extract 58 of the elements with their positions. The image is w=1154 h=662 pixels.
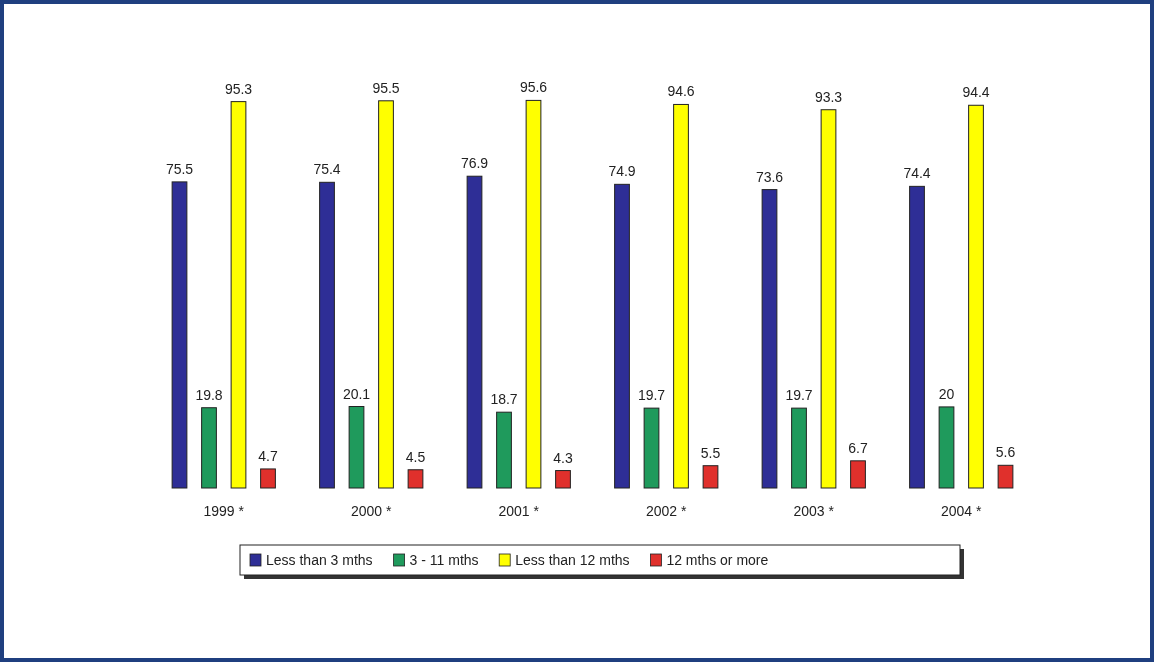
- data-label: 19.7: [785, 387, 813, 404]
- bar: [702, 465, 719, 489]
- bar: [673, 103, 689, 489]
- bar: [171, 181, 188, 489]
- data-label: 5.5: [700, 444, 721, 461]
- data-label: 75.5: [165, 160, 194, 177]
- data-label: 94.4: [962, 84, 990, 101]
- x-tick-label: 2002 *: [646, 503, 688, 519]
- bar: [496, 411, 512, 489]
- bar: [997, 464, 1014, 489]
- bar: [761, 189, 778, 489]
- data-label: 95.3: [224, 80, 253, 97]
- data-label: 4.5: [405, 448, 426, 465]
- x-tick-label: 1999 *: [203, 503, 245, 519]
- bar: [201, 407, 217, 489]
- bar: [525, 99, 542, 489]
- data-label: 73.6: [755, 168, 784, 185]
- bar: [820, 109, 837, 489]
- bar: [938, 406, 955, 489]
- bar: [407, 469, 424, 489]
- data-label: 20: [938, 385, 955, 402]
- bar: [850, 460, 866, 489]
- data-label: 4.3: [553, 449, 573, 466]
- data-label: 74.9: [608, 163, 636, 180]
- legend-label: 3 - 11 mths: [409, 552, 479, 568]
- bar: [319, 181, 335, 489]
- data-label: 74.4: [903, 165, 931, 182]
- x-tick-label: 2003 *: [793, 503, 835, 519]
- data-label: 94.6: [667, 83, 695, 100]
- data-label: 20.1: [342, 385, 371, 402]
- data-label: 6.7: [848, 439, 868, 456]
- data-label: 19.8: [195, 386, 223, 403]
- bar: [909, 185, 925, 489]
- x-tick-label: 2004 *: [941, 503, 983, 519]
- bar: [791, 407, 807, 489]
- data-label: 95.5: [372, 79, 400, 96]
- bar: [378, 100, 394, 489]
- data-label: 93.3: [814, 88, 843, 105]
- data-label: 75.4: [313, 161, 341, 178]
- legend-label: Less than 3 mths: [266, 552, 373, 568]
- data-label: 18.7: [490, 391, 518, 408]
- bar: [555, 470, 571, 489]
- legend-label: 12 mths or more: [666, 552, 769, 568]
- x-tick-label: 2000 *: [351, 503, 393, 519]
- data-label: 19.7: [637, 387, 666, 404]
- data-label: 4.7: [258, 447, 278, 464]
- legend-label: Less than 12 mths: [515, 552, 630, 568]
- bar: [466, 175, 483, 489]
- data-label: 5.6: [995, 444, 1016, 461]
- bar: [614, 183, 630, 489]
- data-label: 95.6: [519, 79, 548, 96]
- bar: [260, 468, 276, 489]
- data-label: 76.9: [460, 155, 489, 172]
- x-tick-label: 2001 *: [498, 503, 540, 519]
- bar: [230, 101, 247, 489]
- bar: [968, 104, 984, 489]
- bar: [643, 407, 660, 489]
- bar: [348, 406, 365, 489]
